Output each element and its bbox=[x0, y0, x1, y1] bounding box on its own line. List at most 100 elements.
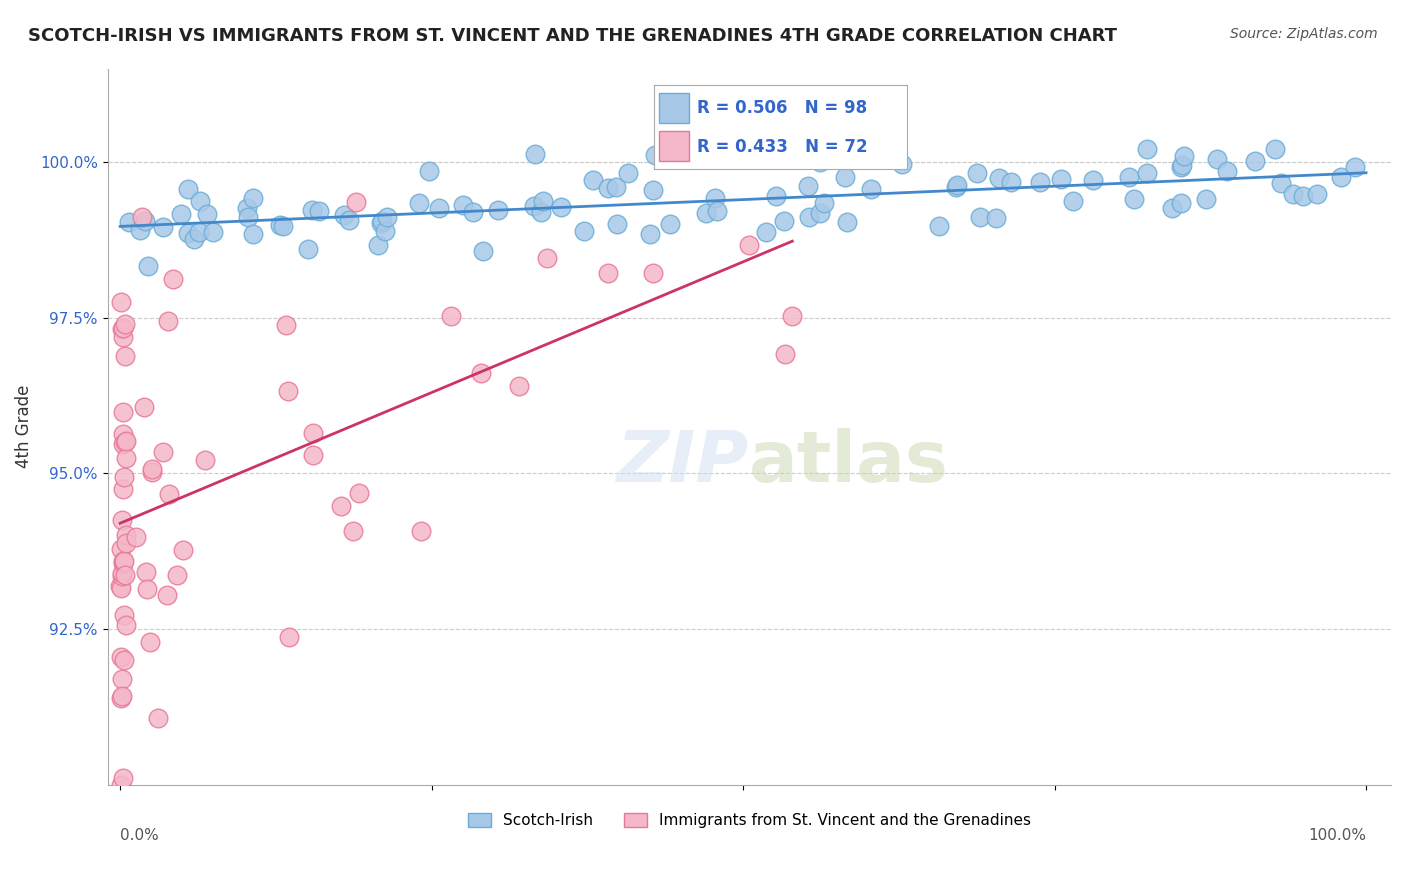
Point bbox=[236, 210, 259, 224]
Point bbox=[765, 189, 787, 203]
Bar bbox=[659, 131, 689, 161]
Point bbox=[110, 691, 132, 706]
Point bbox=[329, 499, 352, 513]
Point bbox=[134, 214, 156, 228]
Point bbox=[162, 272, 184, 286]
Point bbox=[131, 211, 153, 225]
Point bbox=[808, 206, 831, 220]
Point bbox=[1170, 196, 1192, 211]
Point bbox=[451, 198, 474, 212]
Point bbox=[703, 191, 725, 205]
Point bbox=[274, 318, 297, 332]
Point bbox=[1050, 172, 1073, 186]
Point bbox=[110, 541, 132, 556]
Point bbox=[111, 321, 134, 335]
Point bbox=[772, 214, 794, 228]
Point bbox=[1195, 192, 1218, 206]
Point bbox=[112, 482, 135, 496]
Point bbox=[643, 266, 665, 280]
Point bbox=[738, 238, 761, 252]
Point bbox=[598, 267, 620, 281]
Point bbox=[988, 170, 1011, 185]
Point bbox=[342, 524, 364, 539]
Point bbox=[375, 210, 398, 224]
Point bbox=[172, 542, 194, 557]
Point bbox=[301, 426, 323, 441]
Text: Source: ZipAtlas.com: Source: ZipAtlas.com bbox=[1230, 27, 1378, 41]
Point bbox=[201, 225, 224, 239]
Point bbox=[112, 554, 135, 568]
Point bbox=[112, 557, 135, 571]
Point bbox=[638, 227, 661, 241]
Point bbox=[194, 453, 217, 467]
Point bbox=[114, 317, 136, 331]
Point bbox=[110, 649, 132, 664]
Point bbox=[835, 215, 858, 229]
Point bbox=[269, 218, 291, 232]
Point bbox=[115, 536, 138, 550]
Point bbox=[1205, 153, 1227, 167]
Point bbox=[572, 224, 595, 238]
Text: SCOTCH-IRISH VS IMMIGRANTS FROM ST. VINCENT AND THE GRENADINES 4TH GRADE CORRELA: SCOTCH-IRISH VS IMMIGRANTS FROM ST. VINC… bbox=[28, 27, 1118, 45]
Point bbox=[115, 618, 138, 632]
Point bbox=[177, 226, 200, 240]
Point bbox=[136, 582, 159, 597]
Point bbox=[188, 225, 211, 239]
Point bbox=[308, 203, 330, 218]
Point bbox=[242, 227, 264, 242]
Point bbox=[1136, 166, 1159, 180]
Point bbox=[152, 220, 174, 235]
Point bbox=[110, 295, 132, 310]
Point bbox=[606, 217, 628, 231]
Point bbox=[177, 182, 200, 196]
Point bbox=[946, 178, 969, 192]
Point bbox=[118, 215, 141, 229]
Point bbox=[277, 384, 299, 398]
Point bbox=[782, 310, 804, 324]
Point bbox=[370, 216, 392, 230]
Point bbox=[112, 554, 135, 568]
Point bbox=[1344, 161, 1367, 175]
Point bbox=[1118, 170, 1140, 185]
Point bbox=[141, 465, 163, 479]
Point bbox=[834, 170, 856, 185]
Point bbox=[1244, 153, 1267, 168]
Point bbox=[112, 426, 135, 441]
Point bbox=[1000, 175, 1022, 189]
Point bbox=[111, 566, 134, 581]
Point bbox=[797, 179, 820, 194]
Point bbox=[110, 672, 132, 686]
Point bbox=[617, 166, 640, 180]
Point bbox=[536, 251, 558, 265]
Point bbox=[808, 155, 831, 169]
Point bbox=[374, 224, 396, 238]
Point bbox=[945, 179, 967, 194]
Point bbox=[347, 486, 370, 500]
Point bbox=[1264, 143, 1286, 157]
Point bbox=[301, 202, 323, 217]
Point bbox=[596, 181, 619, 195]
Y-axis label: 4th Grade: 4th Grade bbox=[15, 384, 32, 468]
Point bbox=[111, 569, 134, 583]
Point bbox=[297, 242, 319, 256]
Point bbox=[508, 379, 530, 393]
Point bbox=[114, 434, 136, 448]
Point bbox=[114, 567, 136, 582]
Point bbox=[112, 404, 135, 418]
Point bbox=[337, 213, 360, 227]
Legend: Scotch-Irish, Immigrants from St. Vincent and the Grenadines: Scotch-Irish, Immigrants from St. Vincen… bbox=[461, 807, 1036, 834]
Point bbox=[273, 219, 295, 234]
Point bbox=[409, 524, 432, 539]
Text: atlas: atlas bbox=[749, 428, 949, 497]
Point bbox=[170, 207, 193, 221]
Point bbox=[1122, 192, 1144, 206]
Point bbox=[277, 630, 299, 644]
Point bbox=[461, 204, 484, 219]
Point bbox=[129, 223, 152, 237]
Point bbox=[523, 199, 546, 213]
Point bbox=[1062, 194, 1084, 208]
Point bbox=[928, 219, 950, 234]
Point bbox=[111, 330, 134, 344]
Point bbox=[112, 607, 135, 622]
Bar bbox=[659, 93, 689, 123]
